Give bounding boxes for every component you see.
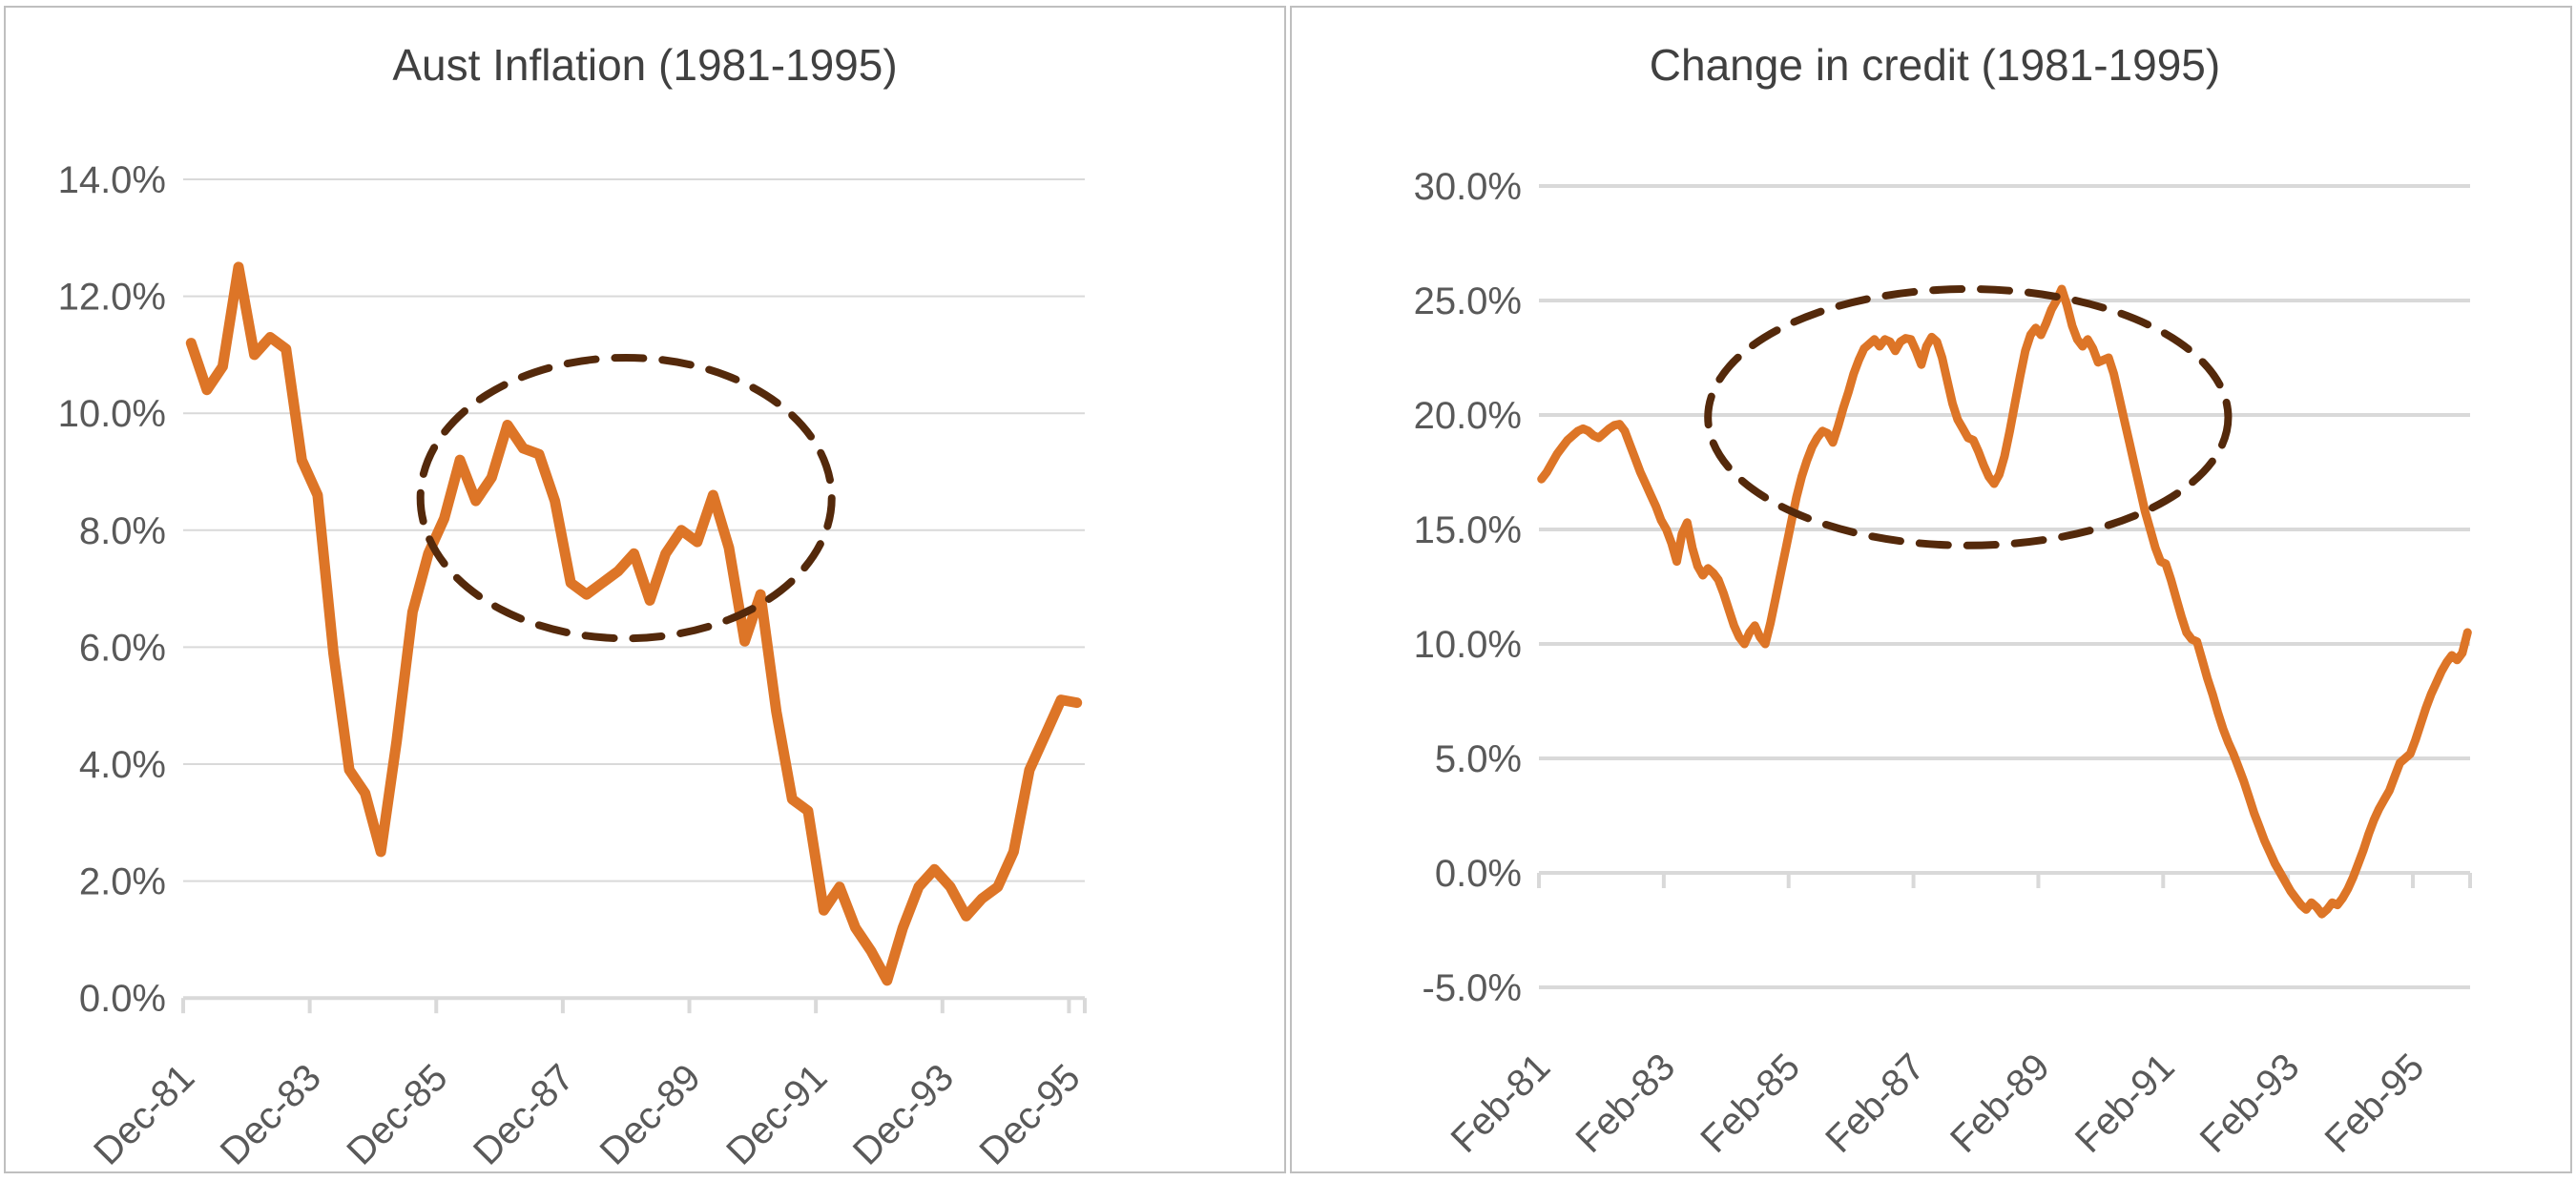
credit-annotation-ellipse bbox=[1704, 285, 2233, 549]
x-label-Feb-81: Feb-81 bbox=[1444, 1046, 1559, 1161]
inflation-x-labels: Dec-81 Dec-83 Dec-85 Dec-87 Dec-89 Dec-91 Dec-… bbox=[86, 1056, 1089, 1171]
inflation-chart-canvas: Aust Inflation (1981-1995) 14.0% 12.0% 10.0… bbox=[58, 40, 1089, 1171]
y-label-4.0%: 4.0% bbox=[79, 744, 166, 786]
inflation-x-axis bbox=[181, 996, 1087, 1014]
inflation-y-labels: 14.0% 12.0% 10.0% 8.0% 6.0% 4.0% 2.0% 0.0% bbox=[58, 159, 166, 1020]
x-label-Feb-93: Feb-93 bbox=[2192, 1046, 2308, 1161]
y-label-20.0%: 20.0% bbox=[1414, 395, 1522, 437]
credit-x-axis bbox=[1537, 871, 2472, 888]
credit-y-labels: 30.0% 25.0% 20.0% 15.0% 10.0% 5.0% 0.0% -5.0% bbox=[1414, 166, 1522, 1009]
y-label-30.0%: 30.0% bbox=[1414, 166, 1522, 208]
x-label-Feb-91: Feb-91 bbox=[2067, 1046, 2183, 1161]
inflation-series-line bbox=[185, 261, 1083, 986]
y-label-0.0%: 0.0% bbox=[1435, 853, 1522, 895]
y-label-2.0%: 2.0% bbox=[79, 861, 166, 903]
y-label-14.0%: 14.0% bbox=[58, 159, 166, 201]
credit-gridlines bbox=[1539, 184, 2470, 989]
inflation-chart-title: Aust Inflation (1981-1995) bbox=[392, 40, 897, 90]
x-label-Dec-91: Dec-91 bbox=[718, 1056, 835, 1171]
x-label-Dec-85: Dec-85 bbox=[339, 1056, 455, 1171]
y-label--5.0%: -5.0% bbox=[1423, 967, 1523, 1009]
inflation-chart-panel: Aust Inflation (1981-1995) 14.0% 12.0% 10.0… bbox=[4, 6, 1286, 1173]
credit-series-line bbox=[1537, 284, 2472, 919]
x-label-Dec-87: Dec-87 bbox=[466, 1056, 582, 1171]
x-label-Dec-95: Dec-95 bbox=[971, 1056, 1088, 1171]
credit-x-labels: Feb-81 Feb-83 Feb-85 Feb-87 Feb-89 Feb-91 Feb-… bbox=[1444, 1046, 2433, 1161]
x-label-Dec-89: Dec-89 bbox=[592, 1056, 709, 1171]
credit-chart-title: Change in credit (1981-1995) bbox=[1650, 40, 2220, 90]
credit-chart-panel: Change in credit (1981-1995) 30.0% 25.0% 20… bbox=[1290, 6, 2572, 1173]
x-label-Dec-83: Dec-83 bbox=[213, 1056, 329, 1171]
y-label-15.0%: 15.0% bbox=[1414, 509, 1522, 551]
x-label-Feb-89: Feb-89 bbox=[1942, 1046, 2058, 1161]
y-label-0.0%: 0.0% bbox=[79, 978, 166, 1020]
inflation-annotation-ellipse bbox=[416, 353, 836, 643]
credit-chart-canvas: Change in credit (1981-1995) 30.0% 25.0% 20… bbox=[1414, 40, 2472, 1161]
x-label-Feb-95: Feb-95 bbox=[2317, 1046, 2433, 1161]
x-label-Feb-87: Feb-87 bbox=[1818, 1046, 1933, 1161]
x-label-Feb-85: Feb-85 bbox=[1693, 1046, 1808, 1161]
y-label-6.0%: 6.0% bbox=[79, 627, 166, 669]
y-label-12.0%: 12.0% bbox=[58, 277, 166, 319]
y-label-10.0%: 10.0% bbox=[1414, 624, 1522, 666]
x-label-Dec-93: Dec-93 bbox=[845, 1056, 962, 1171]
x-label-Feb-83: Feb-83 bbox=[1568, 1046, 1683, 1161]
y-label-10.0%: 10.0% bbox=[58, 393, 166, 435]
y-label-5.0%: 5.0% bbox=[1435, 738, 1522, 780]
y-label-25.0%: 25.0% bbox=[1414, 280, 1522, 322]
y-label-8.0%: 8.0% bbox=[79, 510, 166, 552]
x-label-Dec-81: Dec-81 bbox=[86, 1056, 202, 1171]
